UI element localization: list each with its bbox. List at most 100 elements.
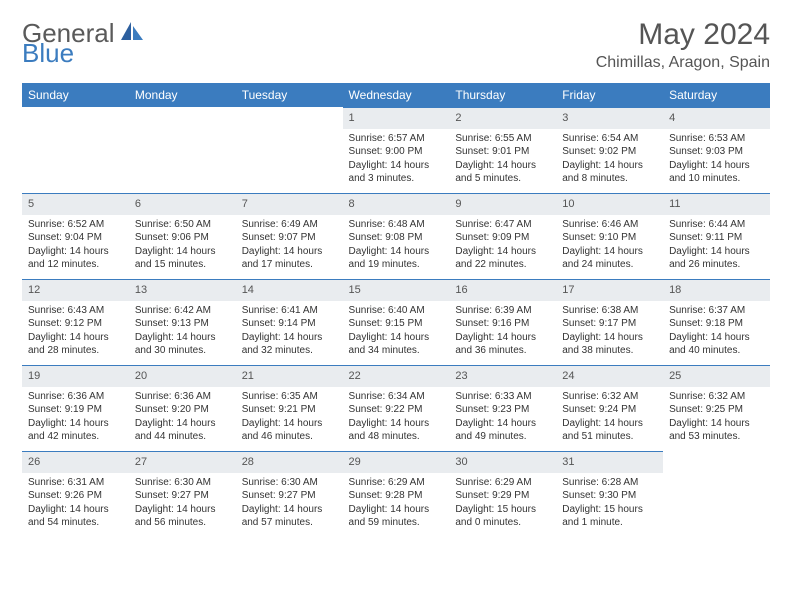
sunrise-text: Sunrise: 6:48 AM — [349, 218, 444, 232]
weekday-header: Thursday — [449, 83, 556, 107]
sunrise-text: Sunrise: 6:36 AM — [135, 390, 230, 404]
logo-text-2: Blue — [22, 38, 74, 68]
sunrise-text: Sunrise: 6:37 AM — [669, 304, 764, 318]
daylight-text: Daylight: 14 hours and 15 minutes. — [135, 245, 230, 272]
daylight-text: Daylight: 14 hours and 8 minutes. — [562, 159, 657, 186]
sunrise-text: Sunrise: 6:53 AM — [669, 132, 764, 146]
title-block: May 2024 Chimillas, Aragon, Spain — [596, 18, 770, 72]
location: Chimillas, Aragon, Spain — [596, 54, 770, 72]
daylight-text: Daylight: 14 hours and 59 minutes. — [349, 503, 444, 530]
calendar-table: SundayMondayTuesdayWednesdayThursdayFrid… — [22, 83, 770, 537]
daylight-text: Daylight: 14 hours and 51 minutes. — [562, 417, 657, 444]
daylight-text: Daylight: 14 hours and 19 minutes. — [349, 245, 444, 272]
sunset-text: Sunset: 9:27 PM — [242, 489, 337, 503]
day-content: Sunrise: 6:30 AMSunset: 9:27 PMDaylight:… — [129, 473, 236, 534]
sunrise-text: Sunrise: 6:33 AM — [455, 390, 550, 404]
calendar-cell: 15Sunrise: 6:40 AMSunset: 9:15 PMDayligh… — [343, 279, 450, 365]
sunset-text: Sunset: 9:06 PM — [135, 231, 230, 245]
day-number: 9 — [449, 193, 556, 215]
sunrise-text: Sunrise: 6:44 AM — [669, 218, 764, 232]
sunset-text: Sunset: 9:12 PM — [28, 317, 123, 331]
day-content: Sunrise: 6:57 AMSunset: 9:00 PMDaylight:… — [343, 129, 450, 190]
sunset-text: Sunset: 9:02 PM — [562, 145, 657, 159]
calendar-cell: 3Sunrise: 6:54 AMSunset: 9:02 PMDaylight… — [556, 107, 663, 193]
day-number: 12 — [22, 279, 129, 301]
daylight-text: Daylight: 14 hours and 38 minutes. — [562, 331, 657, 358]
sunrise-text: Sunrise: 6:29 AM — [349, 476, 444, 490]
daylight-text: Daylight: 14 hours and 22 minutes. — [455, 245, 550, 272]
sunrise-text: Sunrise: 6:34 AM — [349, 390, 444, 404]
calendar-cell: 14Sunrise: 6:41 AMSunset: 9:14 PMDayligh… — [236, 279, 343, 365]
month-title: May 2024 — [596, 18, 770, 52]
sunset-text: Sunset: 9:16 PM — [455, 317, 550, 331]
day-content: Sunrise: 6:52 AMSunset: 9:04 PMDaylight:… — [22, 215, 129, 276]
calendar-cell — [663, 451, 770, 537]
calendar-cell: 7Sunrise: 6:49 AMSunset: 9:07 PMDaylight… — [236, 193, 343, 279]
day-number: 1 — [343, 107, 450, 129]
sunrise-text: Sunrise: 6:41 AM — [242, 304, 337, 318]
weekday-header: Tuesday — [236, 83, 343, 107]
calendar-cell: 20Sunrise: 6:36 AMSunset: 9:20 PMDayligh… — [129, 365, 236, 451]
daylight-text: Daylight: 14 hours and 40 minutes. — [669, 331, 764, 358]
day-content: Sunrise: 6:46 AMSunset: 9:10 PMDaylight:… — [556, 215, 663, 276]
day-content: Sunrise: 6:41 AMSunset: 9:14 PMDaylight:… — [236, 301, 343, 362]
day-content: Sunrise: 6:31 AMSunset: 9:26 PMDaylight:… — [22, 473, 129, 534]
calendar-week-row: 12Sunrise: 6:43 AMSunset: 9:12 PMDayligh… — [22, 279, 770, 365]
daylight-text: Daylight: 14 hours and 34 minutes. — [349, 331, 444, 358]
daylight-text: Daylight: 14 hours and 28 minutes. — [28, 331, 123, 358]
day-content: Sunrise: 6:34 AMSunset: 9:22 PMDaylight:… — [343, 387, 450, 448]
daylight-text: Daylight: 15 hours and 1 minute. — [562, 503, 657, 530]
daylight-text: Daylight: 14 hours and 10 minutes. — [669, 159, 764, 186]
sunset-text: Sunset: 9:29 PM — [455, 489, 550, 503]
day-number: 30 — [449, 451, 556, 473]
sunset-text: Sunset: 9:21 PM — [242, 403, 337, 417]
day-content: Sunrise: 6:54 AMSunset: 9:02 PMDaylight:… — [556, 129, 663, 190]
daylight-text: Daylight: 14 hours and 12 minutes. — [28, 245, 123, 272]
calendar-cell: 17Sunrise: 6:38 AMSunset: 9:17 PMDayligh… — [556, 279, 663, 365]
sunrise-text: Sunrise: 6:35 AM — [242, 390, 337, 404]
weekday-header: Monday — [129, 83, 236, 107]
day-content: Sunrise: 6:36 AMSunset: 9:20 PMDaylight:… — [129, 387, 236, 448]
sunrise-text: Sunrise: 6:49 AM — [242, 218, 337, 232]
day-number: 2 — [449, 107, 556, 129]
daylight-text: Daylight: 14 hours and 49 minutes. — [455, 417, 550, 444]
sunrise-text: Sunrise: 6:29 AM — [455, 476, 550, 490]
sunset-text: Sunset: 9:20 PM — [135, 403, 230, 417]
sunset-text: Sunset: 9:25 PM — [669, 403, 764, 417]
calendar-cell: 12Sunrise: 6:43 AMSunset: 9:12 PMDayligh… — [22, 279, 129, 365]
sunrise-text: Sunrise: 6:54 AM — [562, 132, 657, 146]
calendar-cell: 9Sunrise: 6:47 AMSunset: 9:09 PMDaylight… — [449, 193, 556, 279]
day-number: 27 — [129, 451, 236, 473]
day-number: 19 — [22, 365, 129, 387]
calendar-cell: 22Sunrise: 6:34 AMSunset: 9:22 PMDayligh… — [343, 365, 450, 451]
calendar-cell — [22, 107, 129, 193]
day-number: 29 — [343, 451, 450, 473]
sunrise-text: Sunrise: 6:47 AM — [455, 218, 550, 232]
day-number: 6 — [129, 193, 236, 215]
day-number: 23 — [449, 365, 556, 387]
sunset-text: Sunset: 9:07 PM — [242, 231, 337, 245]
sunset-text: Sunset: 9:01 PM — [455, 145, 550, 159]
calendar-cell: 1Sunrise: 6:57 AMSunset: 9:00 PMDaylight… — [343, 107, 450, 193]
daylight-text: Daylight: 14 hours and 53 minutes. — [669, 417, 764, 444]
calendar-cell — [129, 107, 236, 193]
daylight-text: Daylight: 14 hours and 54 minutes. — [28, 503, 123, 530]
daylight-text: Daylight: 14 hours and 56 minutes. — [135, 503, 230, 530]
sunset-text: Sunset: 9:17 PM — [562, 317, 657, 331]
day-number: 25 — [663, 365, 770, 387]
day-content: Sunrise: 6:53 AMSunset: 9:03 PMDaylight:… — [663, 129, 770, 190]
sunrise-text: Sunrise: 6:42 AM — [135, 304, 230, 318]
calendar-cell: 5Sunrise: 6:52 AMSunset: 9:04 PMDaylight… — [22, 193, 129, 279]
weekday-header: Friday — [556, 83, 663, 107]
day-content: Sunrise: 6:49 AMSunset: 9:07 PMDaylight:… — [236, 215, 343, 276]
day-content: Sunrise: 6:28 AMSunset: 9:30 PMDaylight:… — [556, 473, 663, 534]
sunrise-text: Sunrise: 6:46 AM — [562, 218, 657, 232]
daylight-text: Daylight: 15 hours and 0 minutes. — [455, 503, 550, 530]
day-content: Sunrise: 6:29 AMSunset: 9:28 PMDaylight:… — [343, 473, 450, 534]
weekday-header: Saturday — [663, 83, 770, 107]
sunrise-text: Sunrise: 6:36 AM — [28, 390, 123, 404]
sunrise-text: Sunrise: 6:38 AM — [562, 304, 657, 318]
sunrise-text: Sunrise: 6:30 AM — [242, 476, 337, 490]
sunset-text: Sunset: 9:22 PM — [349, 403, 444, 417]
calendar-week-row: 1Sunrise: 6:57 AMSunset: 9:00 PMDaylight… — [22, 107, 770, 193]
